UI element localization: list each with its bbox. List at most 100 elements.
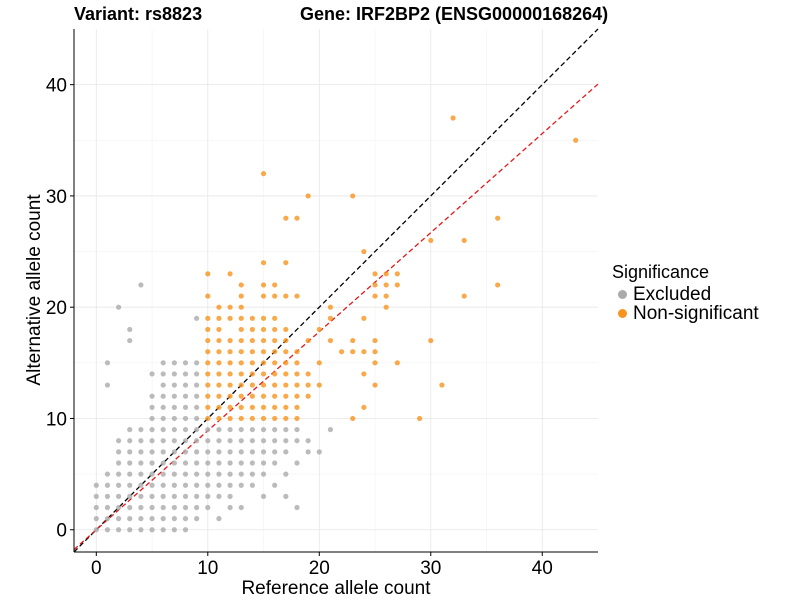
point-non-significant	[216, 415, 222, 422]
point-non-significant	[372, 349, 378, 355]
point-non-significant	[260, 293, 267, 299]
point-non-significant	[327, 315, 334, 321]
point-excluded	[104, 382, 111, 388]
point-non-significant	[216, 393, 222, 399]
point-excluded	[216, 482, 222, 488]
point-non-significant	[383, 293, 389, 299]
point-excluded	[182, 426, 189, 433]
point-excluded	[171, 415, 177, 422]
point-excluded	[160, 460, 166, 466]
point-excluded	[216, 460, 222, 466]
point-non-significant	[205, 337, 211, 344]
point-excluded	[216, 516, 222, 522]
point-excluded	[160, 426, 166, 433]
point-excluded	[160, 438, 166, 444]
point-non-significant	[316, 326, 322, 333]
point-non-significant	[205, 326, 211, 333]
point-excluded	[227, 449, 233, 455]
point-non-significant	[294, 360, 300, 366]
point-non-significant	[216, 337, 222, 344]
point-non-significant	[350, 415, 356, 422]
tick-labels: 0 10 20 30 40 0 10 20 30 40	[46, 76, 553, 579]
point-non-significant	[260, 393, 267, 399]
point-excluded	[272, 460, 278, 466]
point-excluded	[138, 449, 144, 455]
point-excluded	[182, 438, 189, 444]
point-non-significant	[238, 293, 244, 299]
point-excluded	[182, 471, 189, 477]
point-non-significant	[283, 393, 289, 399]
point-non-significant	[383, 282, 389, 288]
point-excluded	[182, 360, 189, 366]
point-non-significant	[372, 282, 378, 288]
point-non-significant	[205, 349, 211, 355]
point-non-significant	[294, 393, 300, 399]
point-non-significant	[260, 337, 267, 344]
point-excluded	[138, 504, 144, 511]
point-excluded	[182, 493, 189, 499]
point-excluded	[127, 504, 133, 511]
point-non-significant	[439, 382, 445, 388]
point-excluded	[238, 471, 244, 477]
point-excluded	[160, 404, 166, 410]
point-non-significant	[260, 315, 267, 321]
point-excluded	[194, 315, 200, 321]
point-non-significant	[216, 404, 222, 410]
point-excluded	[104, 482, 111, 488]
point-excluded	[182, 404, 189, 410]
point-excluded	[205, 449, 211, 455]
point-non-significant	[294, 215, 300, 221]
point-excluded	[115, 493, 122, 499]
point-non-significant	[216, 349, 222, 355]
point-non-significant	[249, 393, 255, 399]
point-excluded	[127, 516, 133, 522]
point-non-significant	[249, 315, 255, 321]
point-excluded	[194, 382, 200, 388]
point-non-significant	[227, 393, 233, 399]
legend-item-excluded: Excluded	[612, 285, 759, 304]
point-non-significant	[372, 382, 378, 388]
point-non-significant	[249, 415, 255, 422]
point-excluded	[149, 527, 155, 533]
point-excluded	[283, 493, 289, 499]
point-non-significant	[417, 415, 423, 422]
point-non-significant	[283, 337, 289, 344]
point-non-significant	[450, 115, 456, 121]
point-non-significant	[260, 360, 267, 366]
point-non-significant	[238, 404, 244, 410]
point-non-significant	[260, 260, 267, 266]
point-excluded	[171, 471, 177, 477]
point-excluded	[260, 426, 267, 433]
point-excluded	[171, 360, 177, 366]
point-non-significant	[272, 371, 278, 377]
point-excluded	[160, 493, 166, 499]
point-excluded	[316, 449, 322, 455]
point-non-significant	[283, 404, 289, 410]
point-excluded	[194, 360, 200, 366]
y-tick-label: 30	[46, 187, 67, 208]
point-non-significant	[260, 171, 267, 177]
point-excluded	[249, 449, 255, 455]
point-excluded	[149, 516, 155, 522]
point-excluded	[182, 393, 189, 399]
point-excluded	[115, 527, 122, 533]
point-non-significant	[383, 304, 389, 310]
point-non-significant	[294, 382, 300, 388]
point-excluded	[260, 449, 267, 455]
point-excluded	[138, 438, 144, 444]
point-non-significant	[227, 271, 233, 277]
reference-line-0	[73, 28, 599, 553]
title-variant: Variant: rs8823	[74, 4, 203, 24]
point-excluded	[194, 449, 200, 455]
point-non-significant	[495, 282, 501, 288]
point-excluded	[149, 438, 155, 444]
title-gene: Gene: IRF2BP2 (ENSG00000168264)	[300, 4, 609, 24]
point-excluded	[294, 460, 300, 466]
x-tick-label: 10	[197, 558, 218, 579]
point-non-significant	[205, 271, 211, 277]
point-excluded	[160, 449, 166, 455]
point-non-significant	[327, 337, 334, 344]
point-non-significant	[573, 137, 579, 143]
point-excluded	[194, 504, 200, 511]
